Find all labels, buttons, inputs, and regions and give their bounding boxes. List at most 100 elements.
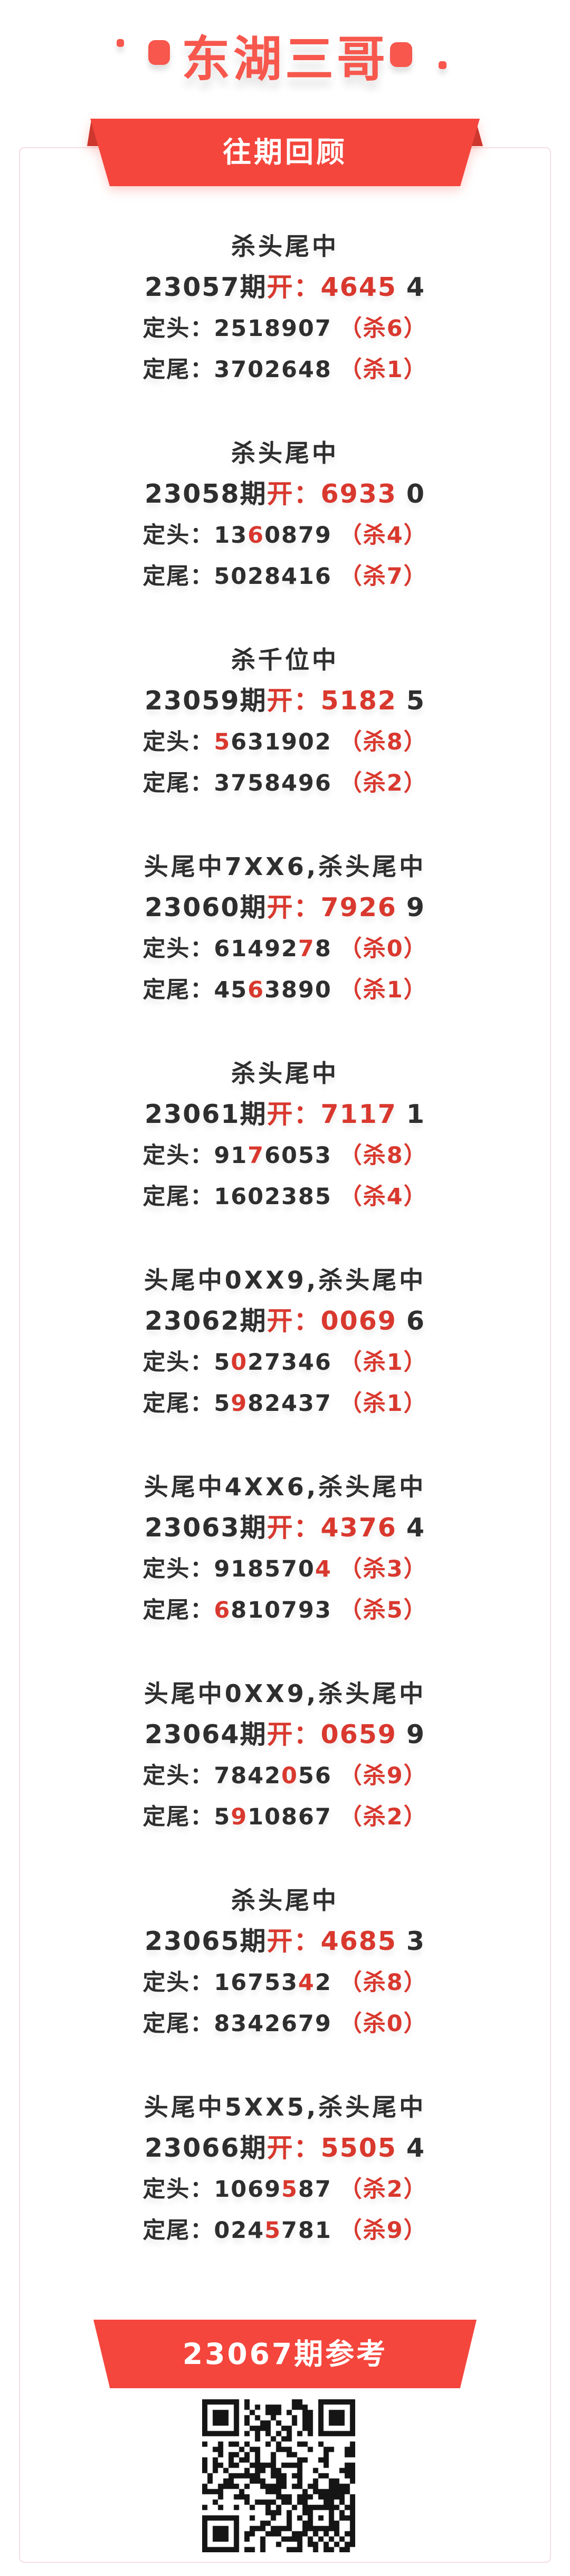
entry-period: 23058期 — [145, 479, 267, 509]
head-label: 定头： — [142, 315, 214, 342]
tail-kill-badge: （杀2） — [339, 1804, 428, 1830]
entry-tail-line: 定尾：5910867 （杀2） — [20, 1796, 550, 1838]
entry-tail-line: 定尾：3702648 （杀1） — [20, 349, 550, 390]
lottery-entry: 头尾中5XX5,杀头尾中 23066期开：5505 4 定头：1069587 （杀2… — [20, 2087, 550, 2251]
tail-label: 定尾： — [142, 1597, 214, 1623]
open-number: 5182 — [320, 686, 397, 716]
open-extra-number: 4 — [406, 2133, 425, 2163]
tail-kill-badge: （杀7） — [339, 563, 428, 590]
head-label: 定头： — [142, 1763, 214, 1789]
entry-period: 23066期 — [145, 2133, 267, 2163]
tail-digits: 5910867 — [214, 1804, 332, 1830]
entry-open-line: 23065期开：4685 3 — [20, 1921, 550, 1962]
entry-head-line: 定头：7842056 （杀9） — [20, 1755, 550, 1796]
tail-kill-badge: （杀1） — [339, 1390, 428, 1417]
open-prefix: 开： — [267, 2133, 321, 2163]
open-number: 4685 — [320, 1926, 397, 1956]
lottery-entry: 杀头尾中 23061期开：7117 1 定头：9176053 （杀8） 定尾：160… — [20, 1053, 550, 1217]
tail-label: 定尾： — [142, 2217, 214, 2244]
head-kill-badge: （杀8） — [339, 729, 428, 755]
entry-head-line: 定头：1360879 （杀4） — [20, 515, 550, 556]
head-label: 定头： — [142, 1349, 214, 1376]
entry-tail-line: 定尾：1602385 （杀4） — [20, 1176, 550, 1217]
tail-kill-badge: （杀2） — [339, 770, 428, 796]
open-prefix: 开： — [267, 1926, 321, 1956]
entry-tail-line: 定尾：0245781 （杀9） — [20, 2210, 550, 2251]
lottery-entry: 头尾中4XX6,杀头尾中 23063期开：4376 4 定头：9185704 （杀3… — [20, 1466, 550, 1631]
head-kill-badge: （杀9） — [339, 1763, 428, 1789]
entry-open-line: 23060期开：7926 9 — [20, 887, 550, 928]
tail-digits: 4563890 — [214, 977, 332, 1003]
entry-title: 杀头尾中 — [231, 1886, 339, 1915]
head-kill-badge: （杀2） — [339, 2176, 428, 2203]
tail-label: 定尾： — [142, 770, 214, 796]
lottery-entry: 杀头尾中 23057期开：4645 4 定头：2518907 （杀6） 定尾：370… — [20, 226, 550, 390]
head-digits: 1360879 — [214, 522, 332, 549]
open-extra-number: 4 — [406, 1513, 425, 1543]
open-prefix: 开： — [267, 686, 321, 716]
entry-tail-line: 定尾：6810793 （杀5） — [20, 1590, 550, 1631]
head-digits: 6149278 — [214, 936, 332, 962]
open-prefix: 开： — [267, 1306, 321, 1336]
entry-title: 杀头尾中 — [231, 439, 339, 467]
open-extra-number: 4 — [406, 272, 425, 302]
entry-tail-line: 定尾：4563890 （杀1） — [20, 969, 550, 1011]
head-digits: 9185704 — [214, 1556, 332, 1582]
entry-head-line: 定头：1069587 （杀2） — [20, 2169, 550, 2210]
open-extra-number: 1 — [406, 1099, 425, 1129]
tail-digits: 3758496 — [214, 770, 332, 796]
entry-head-line: 定头：5027346 （杀1） — [20, 1342, 550, 1383]
entry-title: 头尾中0XX9,杀头尾中 — [144, 1266, 426, 1294]
tail-label: 定尾： — [142, 977, 214, 1003]
tail-label: 定尾： — [142, 1184, 214, 1210]
open-extra-number: 5 — [406, 686, 425, 716]
entry-title: 杀头尾中 — [231, 232, 339, 261]
entry-open-line: 23058期开：6933 0 — [20, 474, 550, 515]
entry-title: 头尾中0XX9,杀头尾中 — [144, 1679, 426, 1708]
tail-kill-badge: （杀4） — [339, 1184, 428, 1210]
entry-period: 23057期 — [145, 272, 267, 302]
open-number: 7926 — [320, 892, 397, 922]
entry-tail-line: 定尾：5982437 （杀1） — [20, 1383, 550, 1424]
entry-head-line: 定头：9185704 （杀3） — [20, 1549, 550, 1590]
tail-digits: 3702648 — [214, 357, 332, 383]
entry-open-line: 23062期开：0069 6 — [20, 1301, 550, 1342]
open-prefix: 开： — [267, 892, 321, 922]
open-number: 0069 — [320, 1306, 397, 1336]
entry-title: 头尾中7XX6,杀头尾中 — [144, 852, 426, 881]
tail-digits: 6810793 — [214, 1597, 332, 1623]
lottery-entry: 头尾中0XX9,杀头尾中 23062期开：0069 6 定头：5027346 （杀1… — [20, 1260, 550, 1424]
deco-rounded-square-icon — [390, 42, 412, 67]
head-kill-badge: （杀8） — [339, 1969, 428, 1996]
entry-head-line: 定头：1675342 （杀8） — [20, 1962, 550, 2003]
entry-tail-line: 定尾：3758496 （杀2） — [20, 763, 550, 804]
head-label: 定头： — [142, 1142, 214, 1169]
page-title: 东湖三哥 — [181, 31, 388, 88]
open-number: 7117 — [320, 1099, 397, 1129]
head-kill-badge: （杀6） — [339, 315, 428, 342]
tail-digits: 5028416 — [214, 563, 332, 590]
open-number: 0659 — [320, 1719, 397, 1750]
head-digits: 2518907 — [214, 315, 332, 342]
tail-label: 定尾： — [142, 1804, 214, 1830]
tail-digits: 5982437 — [214, 1390, 332, 1417]
tail-kill-badge: （杀5） — [339, 1597, 428, 1623]
lottery-entry: 杀头尾中 23065期开：4685 3 定头：1675342 （杀8） 定尾：834… — [20, 1880, 550, 2044]
tail-kill-badge: （杀9） — [339, 2217, 428, 2244]
review-ribbon — [87, 119, 483, 186]
head-digits: 9176053 — [214, 1142, 332, 1169]
entry-open-line: 23066期开：5505 4 — [20, 2128, 550, 2169]
tail-label: 定尾： — [142, 357, 214, 383]
content-card — [19, 147, 551, 2563]
head-kill-badge: （杀3） — [339, 1556, 428, 1582]
open-prefix: 开： — [267, 1513, 321, 1543]
entry-open-line: 23059期开：5182 5 — [20, 680, 550, 722]
head-digits: 5631902 — [214, 729, 332, 755]
entry-open-line: 23057期开：4645 4 — [20, 267, 550, 308]
open-extra-number: 3 — [406, 1926, 425, 1956]
qr-code — [202, 2399, 355, 2552]
head-label: 定头： — [142, 522, 214, 549]
head-kill-badge: （杀1） — [339, 1349, 428, 1376]
head-digits: 1675342 — [214, 1969, 332, 1996]
